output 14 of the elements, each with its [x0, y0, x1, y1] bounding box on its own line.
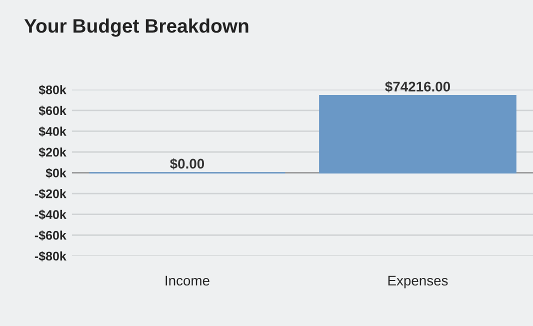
- x-tick-label: Income: [166, 276, 210, 286]
- y-tick-label: $80k: [38, 84, 66, 96]
- y-tick-label: $40k: [38, 126, 66, 137]
- y-tick-label: $60k: [38, 106, 66, 116]
- y-tick-label: -$20k: [34, 188, 66, 200]
- y-tick-label: -$80k: [34, 251, 66, 262]
- y-tick-label: -$60k: [34, 230, 66, 241]
- x-tick-label: Expenses: [388, 276, 448, 288]
- y-tick-label: $0k: [46, 168, 66, 178]
- data-label: $0.00: [170, 158, 204, 170]
- y-tick-label: -$40k: [34, 210, 66, 220]
- data-label: $74216.00: [385, 81, 450, 92]
- y-tick-label: $20k: [38, 147, 66, 158]
- chart-title: Your Budget Breakdown: [24, 18, 248, 37]
